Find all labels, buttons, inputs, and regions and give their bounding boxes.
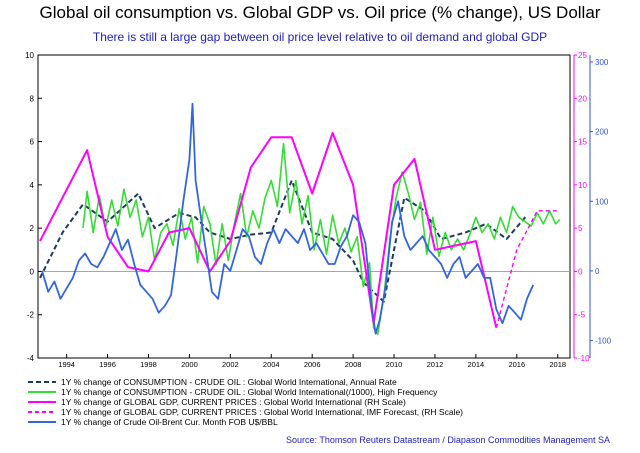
right-axis-brent-tick-label: -100 (595, 337, 612, 346)
chart-title: Global oil consumption vs. Global GDP vs… (39, 3, 601, 22)
legend-swatch (28, 401, 56, 403)
right-axis-gdp-tick-label: 20 (578, 94, 587, 103)
series-line-4 (495, 210, 558, 328)
x-axis-tick-label: 1998 (140, 360, 157, 369)
series-line-5 (41, 102, 535, 335)
legend-swatch (28, 421, 56, 423)
chart-canvas: -4 -2 0 2 4 6 8 10 -10 -5 0 5 10 15 20 25 -100 0 100 200 300… (25, 51, 612, 369)
x-axis-tick-label: 1996 (99, 360, 116, 369)
left-axis-tick-label: 2 (30, 224, 35, 233)
x-axis-tick-label: 2000 (181, 360, 198, 369)
x-axis-tick-label: 2016 (508, 360, 525, 369)
right-axis-gdp-tick-label: 0 (578, 267, 583, 276)
legend-swatch (28, 411, 56, 413)
left-axis-tick-label: -4 (27, 354, 35, 363)
legend-label: 1Y % change of GLOBAL GDP, CURRENT PRICE… (61, 407, 464, 417)
right-axis-gdp-tick-label: 5 (578, 224, 583, 233)
right-axis-brent-tick-label: 0 (595, 267, 600, 276)
x-axis-tick-label: 2010 (386, 360, 403, 369)
x-axis-tick-label: 2006 (304, 360, 321, 369)
x-axis-tick-label: 2014 (468, 360, 485, 369)
legend-label: 1Y % change of GLOBAL GDP, CURRENT PRICE… (61, 397, 406, 407)
x-axis-tick-label: 2004 (263, 360, 280, 369)
right-axis-brent-tick-label: 100 (595, 197, 609, 206)
legend-item: 1Y % change of CONSUMPTION - CRUDE OIL :… (28, 387, 628, 397)
legend-swatch (28, 381, 56, 383)
legend-item: 1Y % change of GLOBAL GDP, CURRENT PRICE… (28, 397, 628, 407)
left-axis-tick-label: 6 (30, 138, 35, 147)
chart-subtitle: There is still a large gap between oil p… (92, 30, 548, 44)
legend-label: 1Y % change of Crude Oil-Brent Cur. Mont… (61, 417, 278, 427)
legend-item: 1Y % change of Crude Oil-Brent Cur. Mont… (28, 417, 628, 427)
right-axis-brent-tick-label: 300 (595, 58, 609, 67)
right-axis-gdp-tick-label: 25 (578, 51, 587, 60)
right-axis-gdp-tick-label: -5 (578, 311, 586, 320)
series-line-2 (82, 142, 561, 336)
series-line-1 (39, 179, 528, 303)
legend-item: 1Y % change of CONSUMPTION - CRUDE OIL :… (28, 377, 628, 387)
legend-item: 1Y % change of GLOBAL GDP, CURRENT PRICE… (28, 407, 628, 417)
x-axis-tick-label: 2002 (222, 360, 239, 369)
right-axis-gdp-tick-label: 15 (578, 138, 587, 147)
x-axis-tick-label: 2018 (549, 360, 566, 369)
legend-label: 1Y % change of CONSUMPTION - CRUDE OIL :… (61, 387, 438, 397)
left-axis-tick-label: 0 (30, 267, 35, 276)
plot-frame (37, 54, 571, 359)
right-axis-gdp-tick-label: 10 (578, 181, 587, 190)
legend-swatch (28, 391, 56, 393)
x-axis-tick-label: 1994 (58, 360, 75, 369)
series-line-3 (39, 131, 498, 328)
right-axis-gdp-tick-label: -10 (578, 354, 590, 363)
left-axis-tick-label: 10 (25, 51, 34, 60)
right-axis-brent-tick-label: 200 (595, 128, 609, 137)
x-axis-tick-label: 2012 (427, 360, 444, 369)
legend-label: 1Y % change of CONSUMPTION - CRUDE OIL :… (61, 377, 397, 387)
legend: 1Y % change of CONSUMPTION - CRUDE OIL :… (28, 377, 628, 427)
x-axis-tick-label: 2008 (345, 360, 362, 369)
source-note: Source: Thomson Reuters Datastream / Dia… (286, 435, 610, 445)
left-axis-tick-label: 4 (30, 181, 35, 190)
left-axis-tick-label: -2 (27, 311, 35, 320)
left-axis-tick-label: 8 (30, 94, 35, 103)
